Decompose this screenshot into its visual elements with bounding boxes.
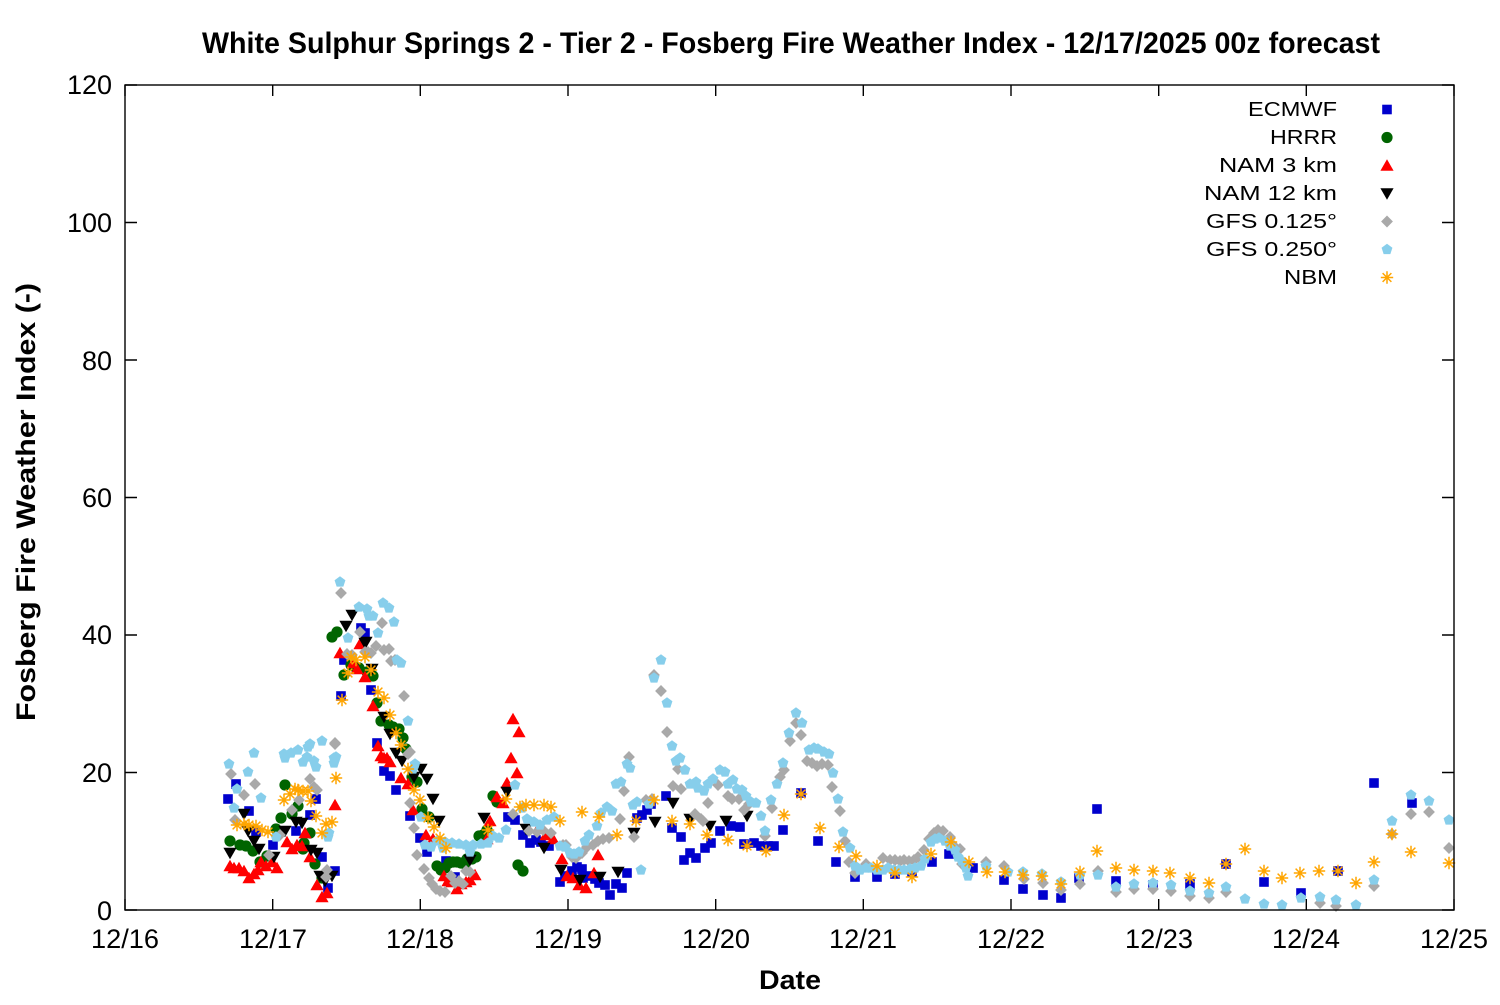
svg-text:White Sulphur Springs 2 - Tier: White Sulphur Springs 2 - Tier 2 - Fosbe… [202, 27, 1380, 60]
svg-text:12/16: 12/16 [91, 924, 159, 954]
svg-text:NAM 3 km: NAM 3 km [1219, 155, 1337, 177]
svg-text:HRRR: HRRR [1270, 127, 1337, 149]
svg-text:ECMWF: ECMWF [1248, 99, 1337, 121]
svg-text:12/25: 12/25 [1420, 924, 1488, 954]
svg-text:12/24: 12/24 [1272, 924, 1340, 954]
svg-text:12/19: 12/19 [534, 924, 602, 954]
svg-text:Date: Date [759, 965, 821, 995]
svg-text:40: 40 [82, 620, 112, 650]
svg-text:Fosberg Fire Weather Index (-): Fosberg Fire Weather Index (-) [11, 283, 41, 721]
svg-text:12/21: 12/21 [829, 924, 897, 954]
svg-text:NBM: NBM [1284, 267, 1337, 289]
svg-text:12/20: 12/20 [682, 924, 750, 954]
svg-text:12/18: 12/18 [386, 924, 454, 954]
svg-text:60: 60 [82, 483, 112, 513]
svg-text:80: 80 [82, 346, 112, 376]
svg-text:12/17: 12/17 [239, 924, 307, 954]
svg-text:12/23: 12/23 [1125, 924, 1193, 954]
svg-text:GFS 0.125°: GFS 0.125° [1206, 211, 1337, 233]
svg-text:0: 0 [97, 896, 112, 926]
svg-text:100: 100 [67, 208, 112, 238]
svg-text:12/22: 12/22 [977, 924, 1045, 954]
svg-text:NAM 12 km: NAM 12 km [1204, 183, 1337, 205]
svg-text:120: 120 [67, 70, 112, 100]
svg-text:20: 20 [82, 758, 112, 788]
svg-text:GFS 0.250°: GFS 0.250° [1206, 239, 1337, 261]
